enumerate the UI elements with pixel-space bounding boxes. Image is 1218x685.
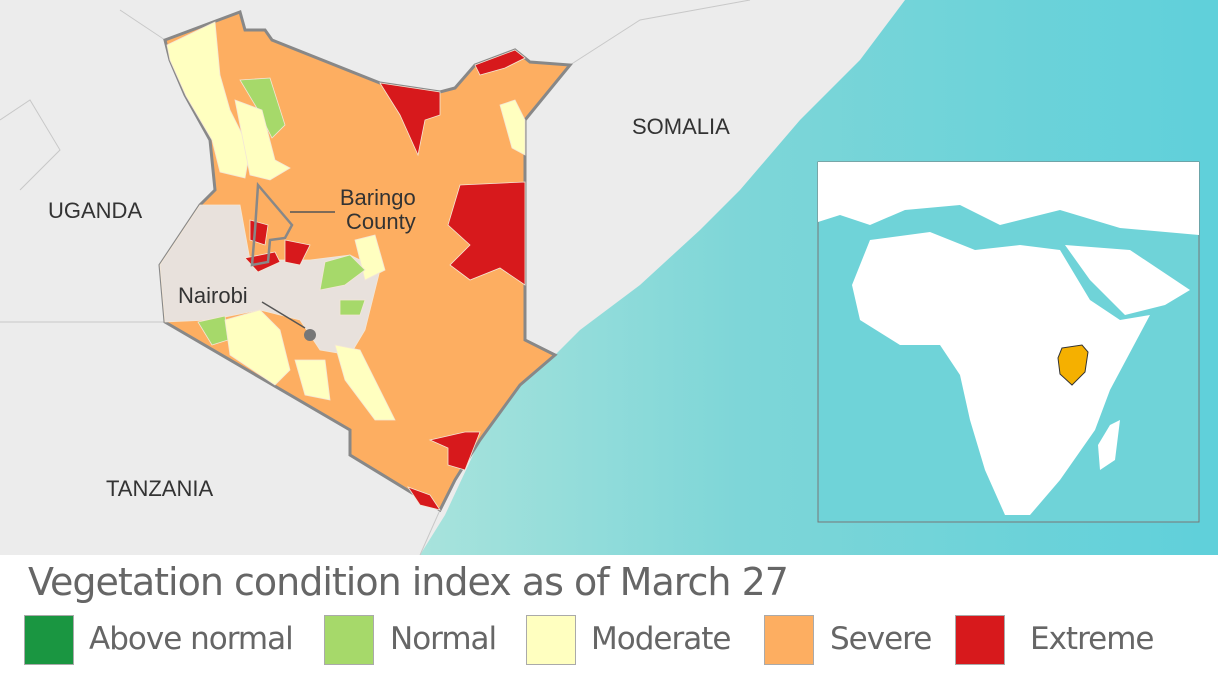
legend-swatch-normal <box>324 615 374 665</box>
arabia <box>1065 245 1190 315</box>
legend-swatch-severe <box>764 615 814 665</box>
legend-label-above-normal: Above normal <box>89 621 294 657</box>
region-moderate <box>294 359 331 401</box>
africa <box>852 232 1150 515</box>
label-somalia: SOMALIA <box>632 114 730 139</box>
label-baringo-line1: Baringo <box>339 185 416 210</box>
madagascar <box>1098 420 1120 470</box>
region-moderate <box>499 99 526 156</box>
region-moderate <box>334 344 396 421</box>
legend-swatch-above-normal <box>24 615 74 665</box>
europe <box>818 162 1199 235</box>
region-normal <box>319 254 366 291</box>
baringo-county-outline <box>250 181 294 267</box>
region-extreme <box>406 486 441 511</box>
region-normal <box>239 77 286 139</box>
kenya-map <box>0 0 1218 555</box>
label-baringo-county: Baringo County <box>338 186 416 234</box>
region-extreme <box>447 181 526 286</box>
label-uganda: UGANDA <box>48 198 143 223</box>
legend-label-normal: Normal <box>390 621 497 657</box>
legend-swatch-moderate <box>526 615 576 665</box>
label-tanzania: TANZANIA <box>106 476 214 501</box>
region-moderate <box>166 21 251 179</box>
label-nairobi: Nairobi <box>178 283 248 308</box>
legend-swatch-extreme <box>955 615 1005 665</box>
region-extreme <box>428 431 481 471</box>
region-extreme <box>474 49 526 76</box>
legend-label-severe: Severe <box>830 621 932 657</box>
legend-label-extreme: Extreme <box>1030 621 1154 657</box>
region-extreme <box>379 82 441 157</box>
label-baringo-line2: County <box>346 209 416 234</box>
country-borders <box>0 0 751 555</box>
nairobi-callout-line <box>261 301 306 329</box>
region-moderate <box>234 99 291 181</box>
legend-title: Vegetation condition index as of March 2… <box>28 560 789 604</box>
region-normal <box>339 299 366 316</box>
kenya-highlight <box>1057 344 1089 386</box>
region-extreme <box>284 239 311 266</box>
legend-label-moderate: Moderate <box>591 621 731 657</box>
kenya-counties <box>158 10 573 513</box>
region-moderate <box>224 309 291 386</box>
region-no-data <box>159 204 381 356</box>
inset-africa-map <box>817 161 1200 523</box>
nairobi-marker <box>304 329 316 341</box>
